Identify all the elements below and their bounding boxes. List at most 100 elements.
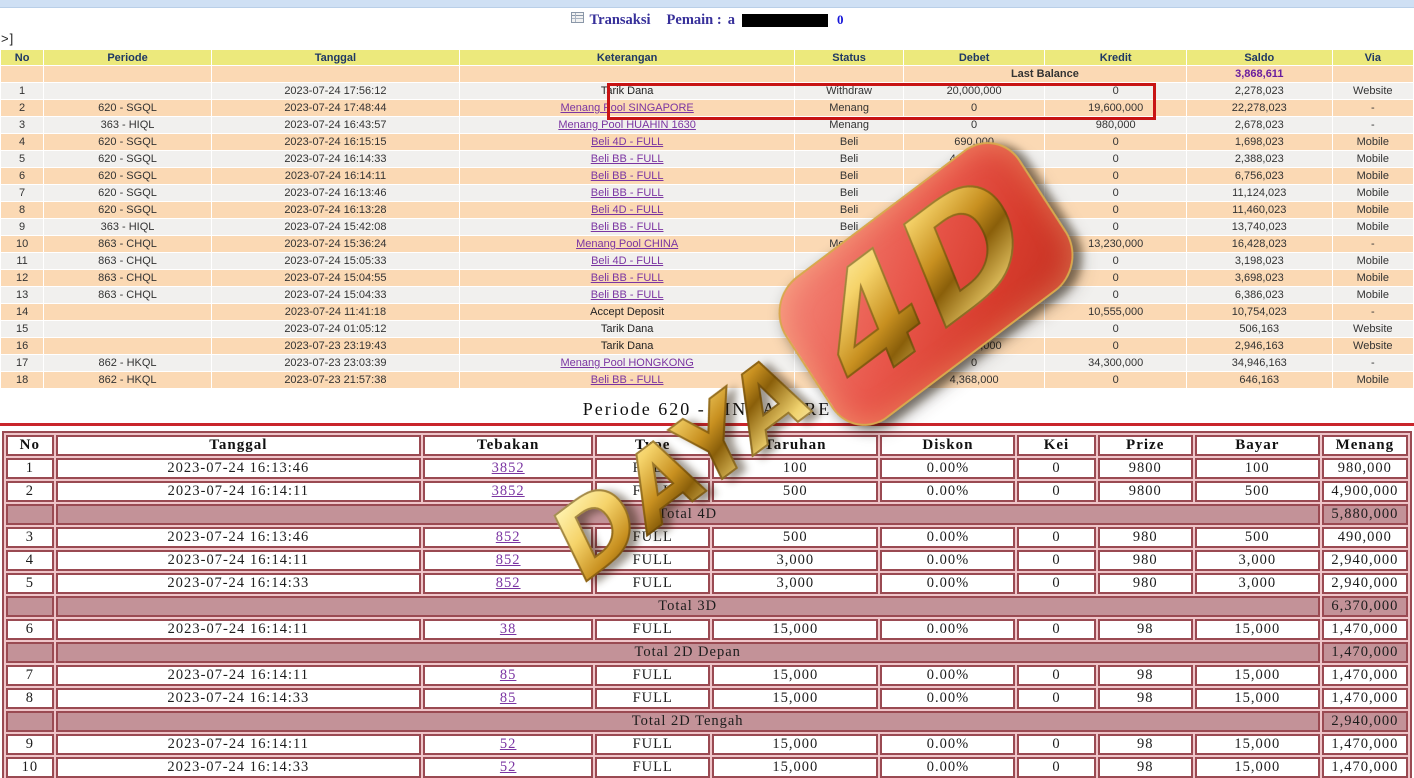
cell-diskon: 0.00% <box>880 573 1016 594</box>
cell-prize: 98 <box>1097 734 1193 755</box>
col-saldo: Saldo <box>1186 50 1332 65</box>
tebakan-link[interactable]: 38 <box>499 621 517 637</box>
cell-status: Beli <box>795 151 903 167</box>
cell-bayar: 15,000 <box>1194 665 1320 686</box>
cell-type: FULL <box>595 481 711 502</box>
cell-debet: 500,000 <box>903 253 1045 269</box>
keterangan-link[interactable]: Beli BB - FULL <box>590 374 664 386</box>
cell-tebakan: 3852 <box>422 458 594 479</box>
keterangan-link[interactable]: Beli 4D - FULL <box>591 255 664 267</box>
tebakan-link[interactable]: 85 <box>499 667 517 683</box>
keterangan-link[interactable]: Beli 4D - FULL <box>591 136 664 148</box>
transactions-table-wrapper: No Periode Tanggal Keterangan Status Deb… <box>0 49 1414 400</box>
tebakan-link[interactable]: 3852 <box>491 483 525 499</box>
keterangan-link: Tarik Dana <box>600 85 654 97</box>
cell-taruhan: 15,000 <box>712 619 879 640</box>
cell-no: 7 <box>1 185 44 201</box>
transaction-row: 12 863 - CHQL 2023-07-24 15:04:55 Beli B… <box>1 270 1413 286</box>
cell-no: 2 <box>1 100 44 116</box>
cell-keterangan: Tarik Dana <box>459 321 795 337</box>
transaction-row: 10 863 - CHQL 2023-07-24 15:36:24 Menang… <box>1 236 1413 252</box>
cell-saldo: 3,698,023 <box>1186 270 1332 286</box>
cell-no: 14 <box>1 304 44 320</box>
pagination-next-link[interactable]: >] <box>1 31 15 46</box>
cell-keterangan: Tarik Dana <box>459 83 795 99</box>
cell-diskon: 0.00% <box>880 481 1016 502</box>
tebakan-link[interactable]: 85 <box>499 690 517 706</box>
cell-periode: 863 - CHQL <box>44 253 211 269</box>
cell-kredit: 0 <box>1045 134 1186 150</box>
dcol-no: No <box>6 435 54 456</box>
cell-tanggal: 2023-07-24 16:43:57 <box>211 117 459 133</box>
transaction-list-icon <box>570 11 584 29</box>
cell-prize: 980 <box>1097 527 1193 548</box>
cell-keterangan: Menang Pool SINGAPORE <box>459 100 795 116</box>
cell-taruhan: 500 <box>712 527 879 548</box>
keterangan-link[interactable]: Beli BB - FULL <box>590 187 664 199</box>
cell-taruhan: 3,000 <box>712 573 879 594</box>
bet-row: 6 2023-07-24 16:14:11 38 FULL 15,000 0.0… <box>6 619 1408 640</box>
bet-row: 2 2023-07-24 16:14:11 3852 FULL 500 0.00… <box>6 481 1408 502</box>
keterangan-link[interactable]: Beli BB - FULL <box>590 221 664 233</box>
cell-status: Menang <box>795 100 903 116</box>
dcol-tanggal: Tanggal <box>55 435 421 456</box>
cell-saldo: 34,946,163 <box>1186 355 1332 371</box>
cell-kredit: 0 <box>1045 202 1186 218</box>
keterangan-link[interactable]: Beli BB - FULL <box>590 289 664 301</box>
cell-no: 1 <box>1 83 44 99</box>
cell-no: 17 <box>1 355 44 371</box>
cell-prize: 98 <box>1097 688 1193 709</box>
tebakan-link[interactable]: 852 <box>495 575 521 591</box>
cell-tanggal: 2023-07-24 15:04:33 <box>211 287 459 303</box>
title-pemain: Pemain : <box>666 11 722 28</box>
cell-tanggal: 2023-07-24 16:14:11 <box>55 734 421 755</box>
cell-debet: 0 <box>903 304 1045 320</box>
cell-tanggal: 2023-07-24 16:13:28 <box>211 202 459 218</box>
cell-no: 15 <box>1 321 44 337</box>
keterangan-link[interactable]: Menang Pool SINGAPORE <box>560 102 694 114</box>
keterangan-link[interactable]: Beli 4D - FULL <box>591 204 664 216</box>
cell-kredit: 0 <box>1045 270 1186 286</box>
cell-kei: 0 <box>1017 550 1096 571</box>
cell-tanggal: 2023-07-24 16:15:15 <box>211 134 459 150</box>
cell-status: Menang <box>795 236 903 252</box>
cell-tebakan: 852 <box>422 527 594 548</box>
cell-taruhan: 3,000 <box>712 550 879 571</box>
cell-keterangan: Beli 4D - FULL <box>459 134 795 150</box>
bet-row: 1 2023-07-24 16:13:46 3852 FULL 100 0.00… <box>6 458 1408 479</box>
tebakan-link[interactable]: 852 <box>495 552 521 568</box>
keterangan-link[interactable]: Menang Pool HONGKONG <box>560 357 694 369</box>
cell-keterangan: Beli 4D - FULL <box>459 202 795 218</box>
cell-saldo: 10,754,023 <box>1186 304 1332 320</box>
transaction-row: 17 862 - HKQL 2023-07-23 23:03:39 Menang… <box>1 355 1413 371</box>
keterangan-link[interactable]: Beli BB - FULL <box>590 272 664 284</box>
cell-diskon: 0.00% <box>880 757 1016 778</box>
total-row-spacer <box>6 596 54 617</box>
tebakan-link[interactable]: 52 <box>499 759 517 775</box>
transaction-row: 16 2023-07-23 23:19:43 Tarik Dana Withdr… <box>1 338 1413 354</box>
cell-prize: 980 <box>1097 550 1193 571</box>
player-name-redacted <box>741 13 828 27</box>
cell-bayar: 15,000 <box>1194 734 1320 755</box>
keterangan-link[interactable]: Menang Pool HUAHIN 1630 <box>558 119 696 131</box>
cell-diskon: 0.00% <box>880 550 1016 571</box>
cell-bayar: 500 <box>1194 481 1320 502</box>
keterangan-link[interactable]: Menang Pool CHINA <box>576 238 679 250</box>
cell-saldo: 6,756,023 <box>1186 168 1332 184</box>
cell-tebakan: 85 <box>422 688 594 709</box>
cell-bayar: 15,000 <box>1194 688 1320 709</box>
tebakan-link[interactable]: 852 <box>495 529 521 545</box>
cell-taruhan: 15,000 <box>712 757 879 778</box>
transaction-row: 4 620 - SGQL 2023-07-24 16:15:15 Beli 4D… <box>1 134 1413 150</box>
tebakan-link[interactable]: 52 <box>499 736 517 752</box>
tebakan-link[interactable]: 3852 <box>491 460 525 476</box>
cell-tebakan: 3852 <box>422 481 594 502</box>
cell-bayar: 500 <box>1194 527 1320 548</box>
cell-no: 10 <box>1 236 44 252</box>
detail-header-row: No Tanggal Tebakan Type Taruhan Diskon K… <box>6 435 1408 456</box>
total-value: 6,370,000 <box>1321 596 1408 617</box>
keterangan-link[interactable]: Beli BB - FULL <box>590 153 664 165</box>
keterangan-link[interactable]: Beli BB - FULL <box>590 170 664 182</box>
cell-no: 9 <box>1 219 44 235</box>
bet-detail-table: No Tanggal Tebakan Type Taruhan Diskon K… <box>2 431 1412 778</box>
